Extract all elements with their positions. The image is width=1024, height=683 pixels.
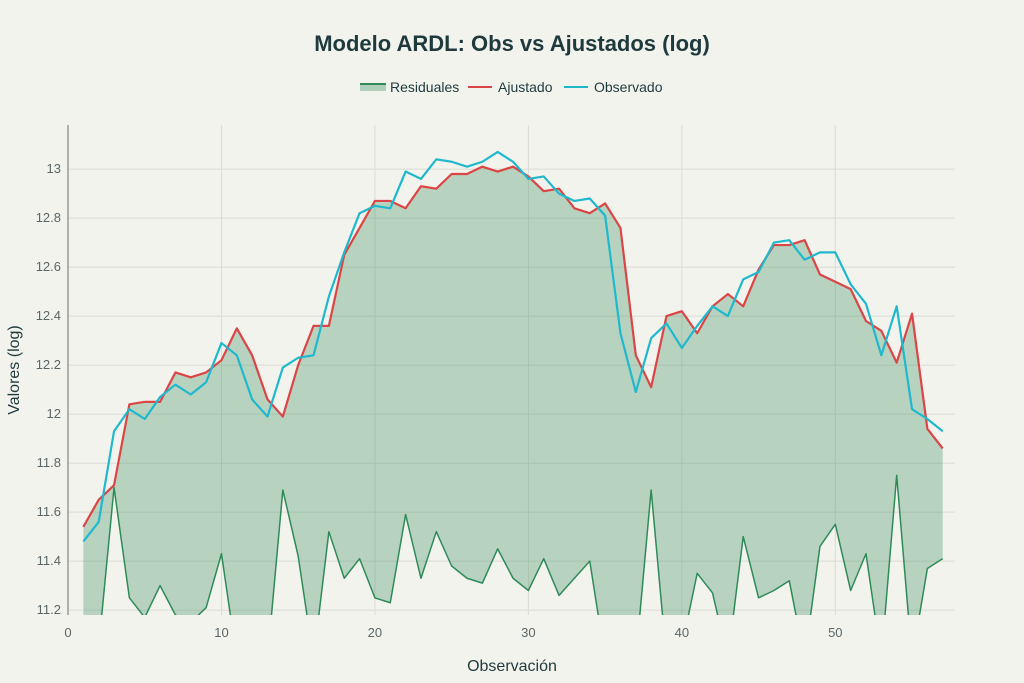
tick-labels: 11.2 11.4 11.6 11.8 12 12.2 12.4 12.6 12.8 13 0 10 2… bbox=[36, 161, 843, 640]
residuales-fill-area bbox=[83, 166, 943, 615]
y-tick-label: 11.6 bbox=[37, 504, 61, 519]
y-tick-label: 12.2 bbox=[36, 357, 61, 372]
y-tick-label: 11.4 bbox=[37, 553, 61, 568]
legend-swatch-residuales bbox=[360, 83, 386, 91]
y-tick-label: 12.6 bbox=[36, 259, 61, 274]
y-tick-label: 12 bbox=[47, 406, 61, 421]
grid bbox=[68, 125, 955, 615]
x-tick-label: 50 bbox=[828, 625, 842, 640]
y-tick-label: 12.8 bbox=[36, 210, 61, 225]
legend-item-observado[interactable]: Observado bbox=[564, 79, 663, 95]
x-tick-label: 0 bbox=[64, 625, 71, 640]
legend-item-ajustado[interactable]: Ajustado bbox=[468, 79, 553, 95]
x-tick-label: 40 bbox=[675, 625, 689, 640]
x-tick-label: 20 bbox=[368, 625, 382, 640]
chart-title: Modelo ARDL: Obs vs Ajustados (log) bbox=[314, 31, 710, 56]
y-tick-label: 12.4 bbox=[36, 308, 61, 323]
y-tick-label: 11.8 bbox=[37, 455, 61, 470]
legend-label-ajustado: Ajustado bbox=[498, 79, 553, 95]
y-axis-label: Valores (log) bbox=[6, 325, 23, 415]
legend-label-residuales: Residuales bbox=[390, 79, 459, 95]
y-tick-label: 13 bbox=[47, 161, 61, 176]
series-layer bbox=[82, 150, 944, 615]
x-tick-label: 10 bbox=[214, 625, 228, 640]
x-axis-label: Observación bbox=[467, 658, 557, 675]
x-tick-label: 30 bbox=[521, 625, 535, 640]
legend: Residuales Ajustado Observado bbox=[360, 79, 663, 95]
legend-item-residuales[interactable]: Residuales bbox=[360, 79, 459, 95]
y-tick-label: 11.2 bbox=[37, 602, 61, 617]
legend-label-observado: Observado bbox=[594, 79, 663, 95]
